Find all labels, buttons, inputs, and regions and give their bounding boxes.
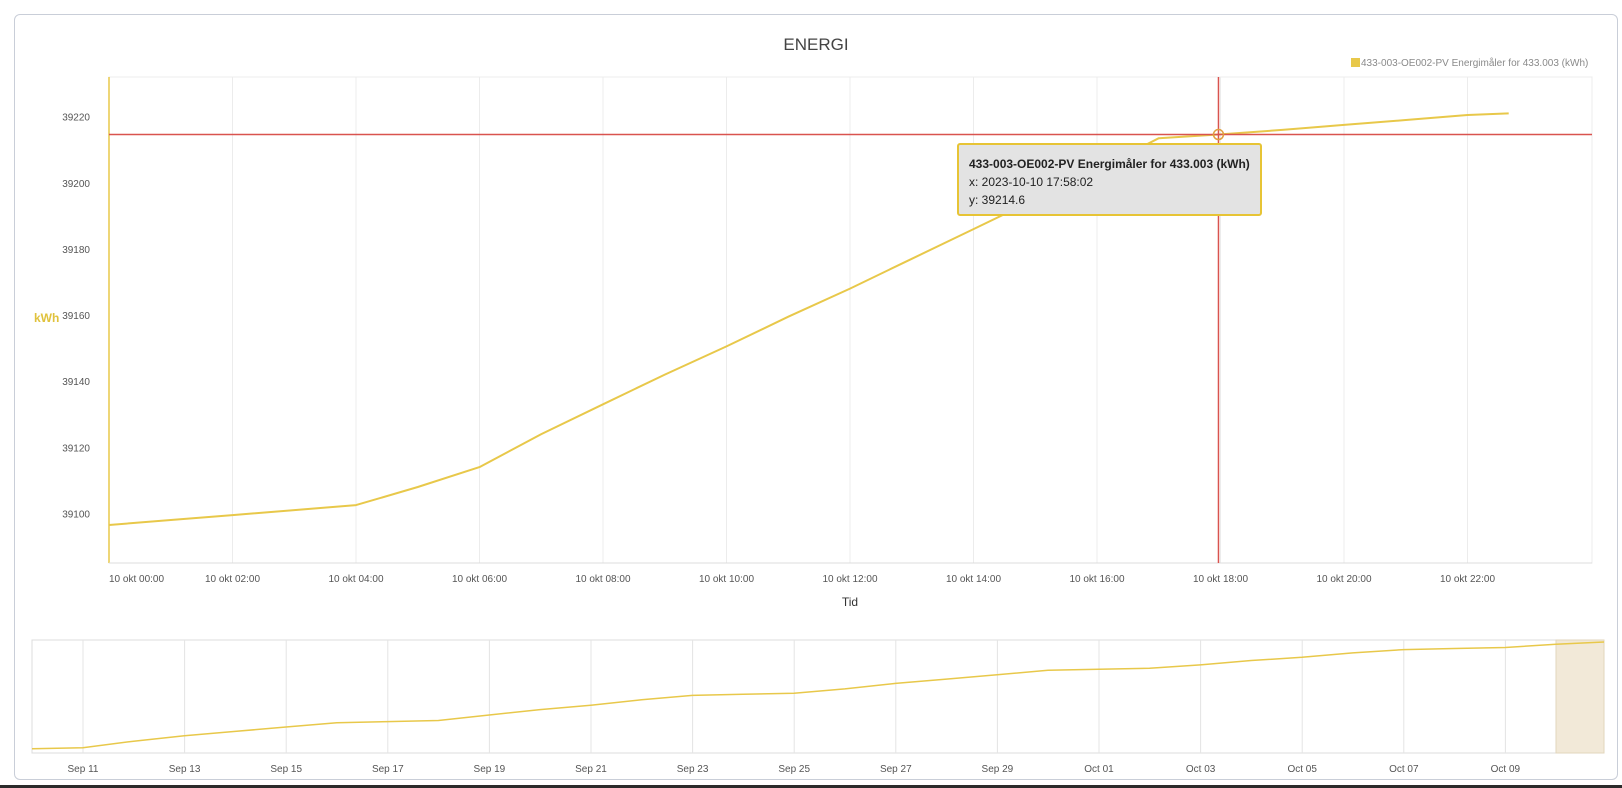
navigator-tick-label: Sep 11: [68, 764, 99, 775]
x-tick-label: 10 okt 20:00: [1316, 574, 1371, 585]
navigator-selected-range[interactable]: [1555, 639, 1605, 754]
navigator-series-line: [31, 641, 1605, 750]
navigator-tick-label: Sep 17: [372, 764, 404, 775]
x-tick-label: 10 okt 16:00: [1069, 574, 1124, 585]
navigator-tick-label: Sep 25: [778, 764, 810, 775]
tooltip-y: y: 39214.6: [969, 193, 1026, 207]
tooltip-title: 433-003-OE002-PV Energimåler for 433.003…: [969, 157, 1250, 171]
legend-swatch: [1351, 58, 1360, 67]
navigator-tick-label: Oct 03: [1186, 764, 1216, 775]
y-axis-label: kWh: [34, 311, 59, 325]
legend[interactable]: 433-003-OE002-PV Energimåler for 433.003…: [1351, 57, 1588, 69]
window-bottom-border: [0, 785, 1622, 788]
x-tick-label: 10 okt 18:00: [1193, 574, 1248, 585]
navigator-tick-label: Sep 27: [880, 764, 912, 775]
y-tick-label: 39120: [62, 443, 90, 454]
navigator-frame[interactable]: [31, 639, 1605, 754]
y-tick-label: 39160: [62, 311, 90, 322]
y-tick-label: 39140: [62, 377, 90, 388]
data-tooltip: 433-003-OE002-PV Energimåler for 433.003…: [957, 143, 1262, 216]
x-tick-label: 10 okt 02:00: [205, 574, 260, 585]
x-tick-label: 10 okt 00:00: [109, 574, 164, 585]
navigator-tick-label: Oct 05: [1287, 764, 1317, 775]
navigator-tick-label: Sep 19: [474, 764, 506, 775]
x-tick-label: 10 okt 06:00: [452, 574, 507, 585]
navigator-tick-label: Oct 07: [1389, 764, 1419, 775]
hover-point-marker: [1212, 128, 1225, 141]
navigator-tick-label: Sep 13: [169, 764, 201, 775]
x-tick-label: 10 okt 22:00: [1440, 574, 1495, 585]
x-axis-label: Tid: [842, 595, 858, 609]
series-line[interactable]: [108, 112, 1509, 526]
x-tick-label: 10 okt 08:00: [575, 574, 630, 585]
y-tick-label: 39220: [62, 113, 90, 124]
y-tick-label: 39180: [62, 245, 90, 256]
x-tick-label: 10 okt 10:00: [699, 574, 754, 585]
legend-label: 433-003-OE002-PV Energimåler for 433.003…: [1361, 57, 1588, 69]
chart-title: ENERGI: [783, 35, 848, 54]
navigator-tick-label: Sep 23: [677, 764, 709, 775]
x-tick-label: 10 okt 14:00: [946, 574, 1001, 585]
tooltip-x: x: 2023-10-10 17:58:02: [969, 175, 1094, 189]
navigator-tick-label: Oct 09: [1491, 764, 1521, 775]
navigator-tick-label: Sep 29: [982, 764, 1014, 775]
navigator-tick-label: Sep 15: [270, 764, 302, 775]
x-tick-label: 10 okt 04:00: [328, 574, 383, 585]
y-tick-label: 39200: [62, 179, 90, 190]
x-tick-label: 10 okt 12:00: [822, 574, 877, 585]
navigator-tick-label: Sep 21: [575, 764, 607, 775]
navigator-tick-label: Oct 01: [1084, 764, 1114, 775]
y-tick-label: 39100: [62, 509, 90, 520]
